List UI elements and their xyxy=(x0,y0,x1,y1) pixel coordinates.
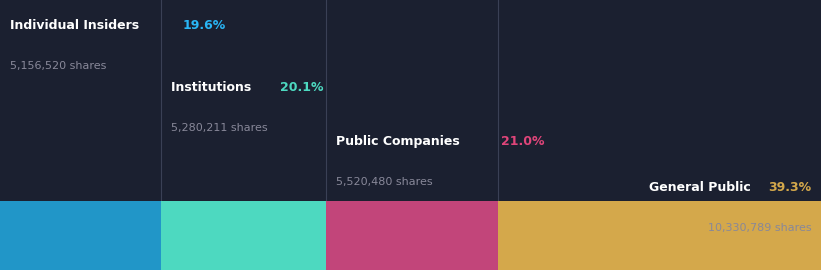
Point xyxy=(493,200,503,203)
Text: 5,520,480 shares: 5,520,480 shares xyxy=(336,177,433,187)
Text: Institutions: Institutions xyxy=(171,81,255,94)
Point xyxy=(156,200,166,203)
Point xyxy=(321,200,331,203)
Text: 5,280,211 shares: 5,280,211 shares xyxy=(171,123,268,133)
Text: 39.3%: 39.3% xyxy=(768,181,811,194)
Point xyxy=(493,0,503,2)
Bar xyxy=(326,201,498,270)
Text: 10,330,789 shares: 10,330,789 shares xyxy=(708,223,811,233)
Text: 5,156,520 shares: 5,156,520 shares xyxy=(10,61,106,71)
Bar xyxy=(498,201,821,270)
Point xyxy=(321,0,331,2)
Bar xyxy=(161,201,326,270)
Text: 19.6%: 19.6% xyxy=(182,19,225,32)
Text: Public Companies: Public Companies xyxy=(336,135,464,148)
Text: Individual Insiders: Individual Insiders xyxy=(10,19,144,32)
Text: 21.0%: 21.0% xyxy=(501,135,544,148)
Point xyxy=(156,0,166,2)
Bar xyxy=(0,201,161,270)
Text: 20.1%: 20.1% xyxy=(280,81,323,94)
Text: General Public: General Public xyxy=(649,181,755,194)
